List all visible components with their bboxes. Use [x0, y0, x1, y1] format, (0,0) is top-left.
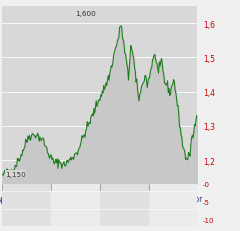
Text: Apr: Apr — [190, 194, 204, 203]
Text: 1,600: 1,600 — [75, 11, 95, 17]
Text: Jan: Jan — [143, 194, 155, 203]
Text: Okt: Okt — [93, 194, 107, 203]
Bar — [2, 184, 51, 226]
Bar — [149, 184, 197, 226]
Bar — [100, 184, 149, 226]
Bar — [51, 184, 100, 226]
Text: Apr: Apr — [0, 194, 9, 203]
Text: Jul: Jul — [47, 194, 56, 203]
Text: 1,150: 1,150 — [5, 171, 26, 177]
